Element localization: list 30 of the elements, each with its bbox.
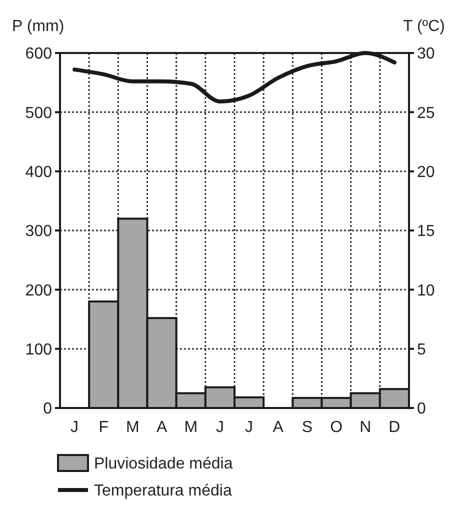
y-tick-label: 500	[25, 104, 52, 122]
y-tick-label: 600	[25, 46, 52, 63]
y-tick-label: 0	[43, 400, 52, 418]
legend-label: Pluviosidade média	[94, 456, 233, 473]
x-tick-label: M	[184, 419, 198, 436]
y-tick-label: 200	[25, 282, 52, 300]
x-tick-label: A	[272, 419, 284, 436]
x-tick-label: A	[156, 419, 168, 436]
y2-tick-label: 0	[417, 400, 426, 418]
y-tick-label: 300	[25, 223, 52, 240]
y-tick-label: 400	[25, 164, 52, 181]
y-tick-label: 100	[25, 341, 52, 358]
y2-tick-label: 25	[417, 104, 435, 122]
y2-tick-label: 20	[417, 164, 435, 181]
x-tick-label: J	[70, 419, 79, 436]
x-tick-label: D	[388, 419, 400, 436]
y2-tick-label: 5	[417, 341, 426, 358]
y2-axis-title: T (ºC)	[403, 18, 445, 35]
x-tick-label: S	[302, 419, 313, 436]
y2-tick-label: 30	[417, 46, 435, 63]
y-axis-title: P (mm)	[12, 18, 64, 35]
x-tick-label: M	[126, 419, 140, 436]
legend-label: Temperatura média	[94, 482, 232, 500]
y2-tick-label: 10	[417, 282, 435, 300]
x-tick-label: F	[98, 419, 109, 436]
x-tick-label: O	[330, 419, 343, 436]
x-tick-label: N	[360, 419, 372, 436]
x-tick-label: J	[245, 419, 254, 436]
y2-tick-label: 15	[417, 223, 435, 240]
x-tick-label: J	[216, 419, 224, 436]
